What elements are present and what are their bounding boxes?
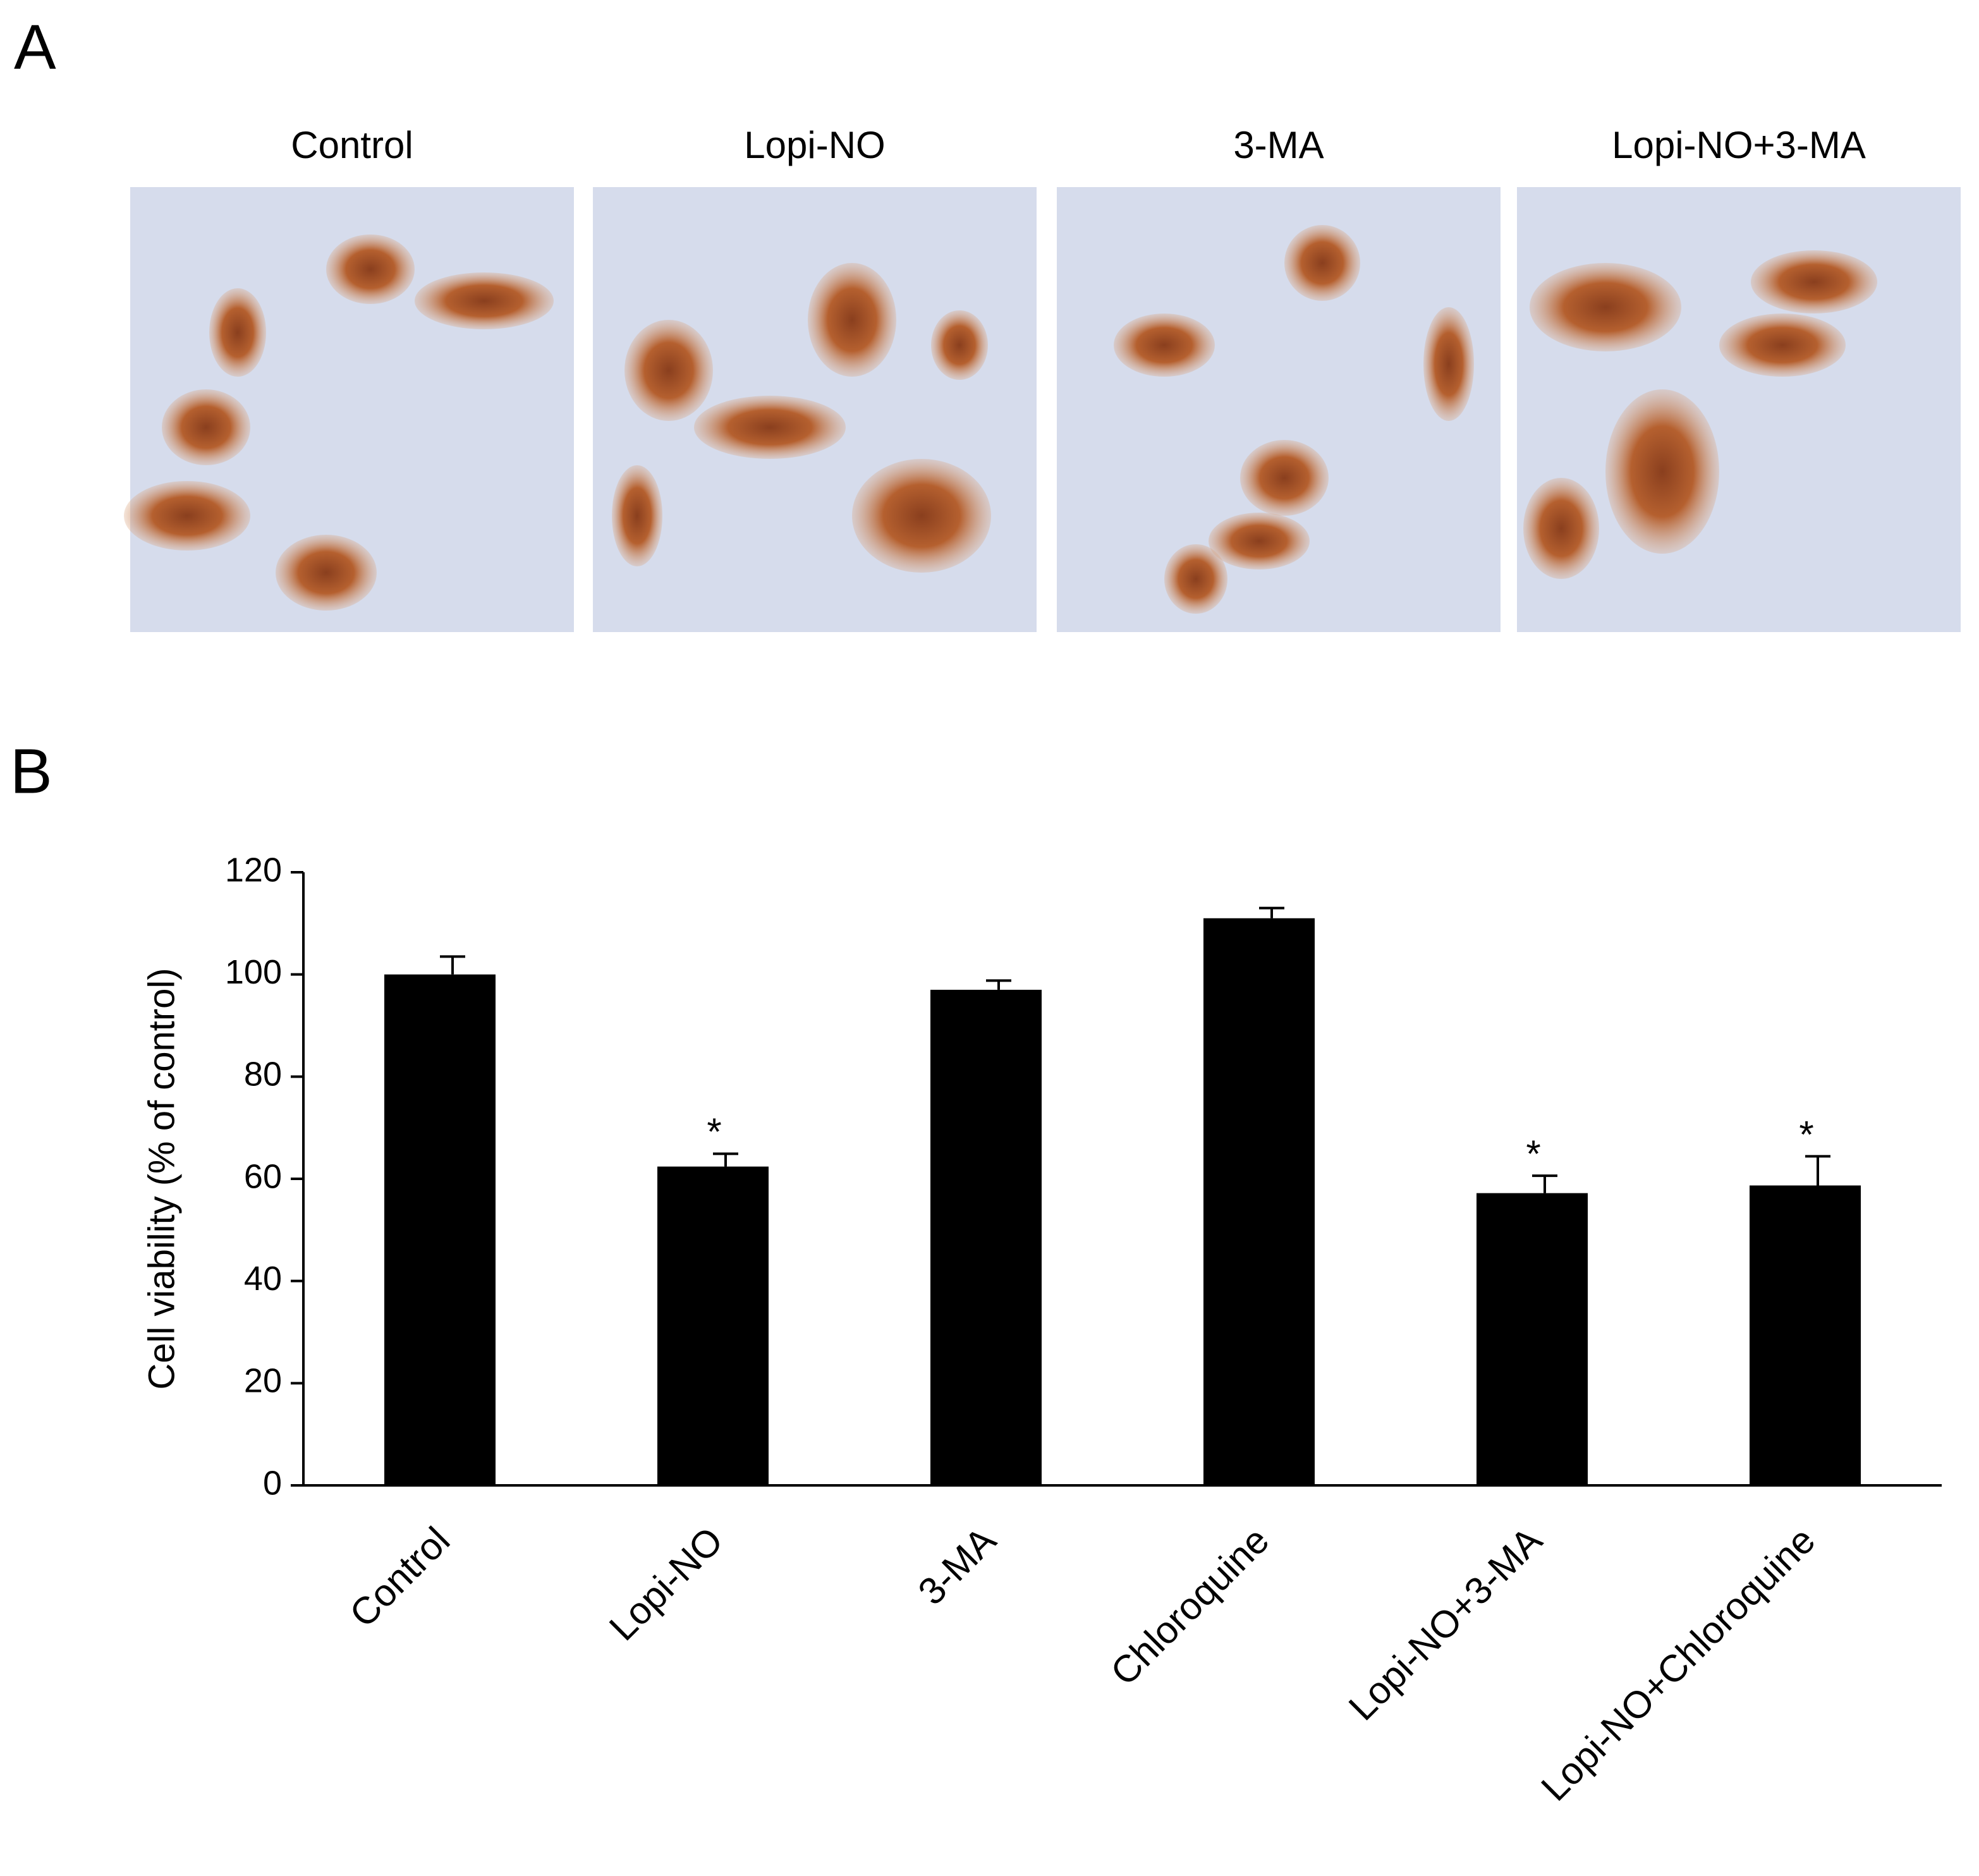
cell [694, 396, 846, 459]
bar-chart: 0 20 40 60 80 100 120 Cell viability (% of cont… [141, 851, 1942, 1809]
image-title: Lopi-NO [744, 124, 885, 166]
cell [624, 320, 713, 421]
image-title: Control [291, 124, 413, 166]
error-bar [986, 979, 1011, 990]
cell [1164, 544, 1227, 614]
cell [931, 310, 988, 380]
bar [657, 1166, 769, 1485]
significance-label: * [1799, 1113, 1813, 1155]
panel-label: A [14, 11, 56, 82]
x-tick-label: Chloroquine [1102, 1519, 1277, 1693]
micrograph-row: Control Lopi-NO 3-MA Lopi-NO+3-MA [124, 124, 1961, 632]
image-title: Lopi-NO+3-MA [1612, 124, 1866, 166]
significance-label: * [1526, 1133, 1540, 1175]
cell [1209, 513, 1310, 570]
cell [852, 459, 991, 573]
cell [1114, 314, 1215, 377]
cell [162, 389, 250, 465]
cell [1751, 250, 1877, 314]
cell [276, 535, 377, 611]
cell [1523, 478, 1599, 579]
x-tick-label: Lopi-NO [601, 1519, 731, 1648]
y-tick-label: 0 [263, 1464, 282, 1502]
y-tick-label: 100 [225, 953, 282, 991]
bar [1750, 1185, 1861, 1485]
cell [1284, 225, 1360, 301]
bar [1203, 918, 1315, 1485]
cell [326, 234, 415, 304]
y-tick-label: 120 [225, 851, 282, 889]
y-tick-label: 40 [244, 1260, 282, 1298]
y-axis-title: Cell viability (% of control) [141, 968, 182, 1389]
error-bar [1532, 1174, 1557, 1193]
cell [1605, 389, 1719, 554]
cell [124, 481, 250, 551]
significance-label: * [707, 1111, 721, 1153]
error-bar [713, 1152, 738, 1167]
bar [930, 989, 1042, 1485]
cell [612, 465, 662, 566]
cell [1423, 307, 1474, 421]
x-tick-label: 3-MA [910, 1519, 1004, 1613]
panel-label: B [10, 736, 52, 807]
y-tick-label: 60 [244, 1157, 282, 1195]
bar [384, 974, 496, 1485]
cell [1719, 314, 1846, 377]
cell [1240, 440, 1329, 516]
x-tick-label: Lopi-NO+3-MA [1341, 1519, 1550, 1729]
image-title: 3-MA [1233, 124, 1324, 166]
cell [808, 263, 896, 377]
bar [1477, 1193, 1588, 1485]
x-tick-label: Control [341, 1519, 458, 1635]
cell [209, 288, 266, 377]
cell [415, 272, 554, 329]
error-bar [1259, 906, 1284, 918]
cell [1530, 263, 1681, 351]
x-tick-label: Lopi-NO+Chloroquine [1533, 1519, 1823, 1809]
y-tick-label: 80 [244, 1056, 282, 1093]
error-bar [1805, 1155, 1830, 1186]
y-tick-label: 20 [244, 1362, 282, 1400]
error-bar [440, 955, 465, 975]
